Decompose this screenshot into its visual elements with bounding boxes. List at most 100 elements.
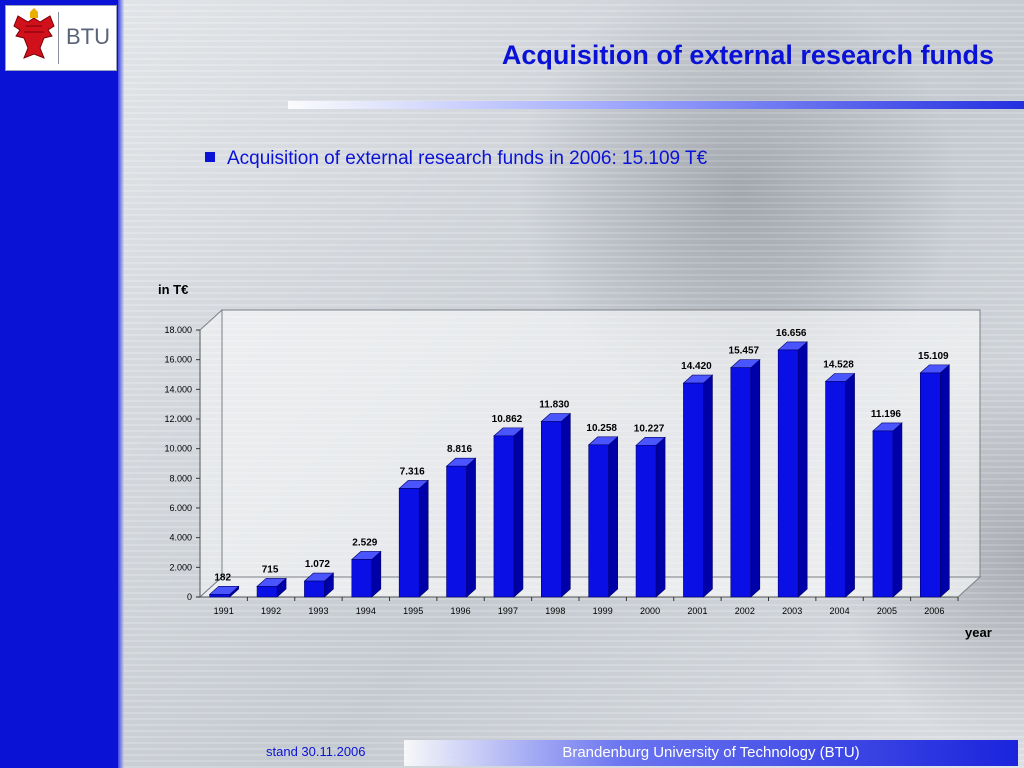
bar: [208, 585, 240, 598]
x-tick-label: 2003: [782, 606, 802, 616]
bar-front: [209, 594, 230, 598]
bar: [919, 364, 951, 598]
y-axis-title: in T€: [158, 282, 188, 297]
bar: [398, 479, 429, 598]
bar-front: [872, 430, 894, 598]
bar-front: [398, 488, 420, 598]
bar-side: [608, 436, 618, 598]
y-tick-label: 10.000: [164, 444, 192, 454]
bar-side: [466, 457, 476, 598]
sidebar-edge: [118, 0, 124, 768]
y-tick-label: 6.000: [169, 503, 192, 513]
x-tick-label: 1999: [593, 606, 613, 616]
bar-value-label: 182: [214, 572, 231, 583]
x-tick-label: 2004: [830, 606, 850, 616]
bar: [303, 572, 335, 598]
bar-front: [588, 444, 609, 598]
square-bullet-icon: [205, 152, 215, 162]
x-tick-label: 1994: [356, 606, 376, 616]
bullet-text: Acquisition of external research funds i…: [227, 148, 708, 169]
bar-front: [920, 372, 941, 598]
bar-value-label: 16.656: [776, 328, 807, 339]
bar-side: [513, 427, 524, 598]
bar-front: [730, 367, 752, 598]
bar: [872, 422, 903, 598]
bar-front: [351, 559, 373, 598]
bar: [493, 427, 524, 598]
bar-side: [750, 359, 761, 598]
x-tick-label: 1998: [545, 606, 565, 616]
bar: [824, 372, 856, 598]
bar-value-label: 10.862: [492, 414, 523, 425]
bar-side: [892, 422, 903, 598]
bar-side: [703, 374, 713, 598]
bar-value-label: 2.529: [352, 537, 377, 548]
bar-value-label: 15.109: [918, 351, 949, 362]
title-underline: [288, 101, 1024, 109]
y-tick-label: 8.000: [169, 473, 192, 483]
x-tick-label: 1991: [214, 606, 234, 616]
y-tick-label: 14.000: [164, 384, 192, 394]
bar-side: [797, 341, 808, 598]
bar: [351, 550, 382, 598]
y-tick-label: 16.000: [164, 355, 192, 365]
logo-divider: [58, 12, 59, 64]
bar-side: [561, 412, 571, 598]
footer-text: Brandenburg University of Technology (BT…: [562, 744, 860, 761]
y-tick-label: 4.000: [169, 533, 192, 543]
bar: [730, 359, 761, 598]
y-tick-label: 0: [187, 592, 192, 602]
bar-front: [825, 381, 846, 598]
bar-front: [777, 349, 799, 598]
bar-value-label: 11.196: [871, 409, 901, 420]
bar-side: [418, 479, 429, 598]
x-tick-label: 1997: [498, 606, 518, 616]
bar-value-label: 11.830: [539, 400, 569, 411]
bar-value-label: 15.457: [729, 346, 760, 357]
bar-side: [655, 436, 666, 598]
bar-front: [541, 421, 562, 598]
bar-value-label: 8.816: [447, 444, 472, 455]
bar: [587, 436, 619, 598]
btu-logo: BTU: [5, 5, 117, 71]
x-tick-label: 1993: [308, 606, 328, 616]
bar: [635, 436, 666, 598]
bar-value-label: 1.072: [305, 559, 330, 570]
sidebar-band: [0, 0, 118, 768]
x-axis-title: year: [965, 625, 992, 640]
page-title: Acquisition of external research funds: [501, 40, 994, 70]
bar-front: [256, 586, 278, 598]
bar-side: [845, 372, 855, 598]
brandenburg-eagle-icon: [13, 8, 55, 59]
bar-side: [940, 364, 950, 598]
bar: [682, 374, 714, 598]
chart-side-wall: [199, 308, 223, 599]
bar-value-label: 10.258: [586, 423, 617, 434]
x-tick-label: 1992: [261, 606, 281, 616]
bar-value-label: 14.528: [823, 360, 854, 371]
x-tick-label: 2000: [640, 606, 660, 616]
x-tick-label: 2001: [687, 606, 707, 616]
x-tick-label: 2002: [735, 606, 755, 616]
bar-front: [635, 444, 657, 598]
y-tick-label: 2.000: [169, 562, 192, 572]
bar-value-label: 715: [262, 564, 279, 575]
y-tick-label: 18.000: [164, 325, 192, 335]
x-tick-label: 1996: [451, 606, 471, 616]
bar-front: [446, 465, 467, 598]
bar: [445, 457, 477, 598]
footer-date: stand 30.11.2006: [266, 744, 366, 759]
bar-value-label: 10.227: [634, 423, 665, 434]
y-tick-label: 12.000: [164, 414, 192, 424]
bar: [256, 577, 287, 598]
bar-front: [493, 435, 515, 598]
bar: [540, 412, 572, 598]
x-tick-label: 2005: [877, 606, 897, 616]
footer-bar: [404, 740, 1018, 766]
bar-front: [304, 580, 325, 598]
logo-text: BTU: [66, 24, 110, 49]
bar: [777, 341, 808, 598]
x-tick-label: 1995: [403, 606, 423, 616]
bar-front: [683, 382, 704, 598]
